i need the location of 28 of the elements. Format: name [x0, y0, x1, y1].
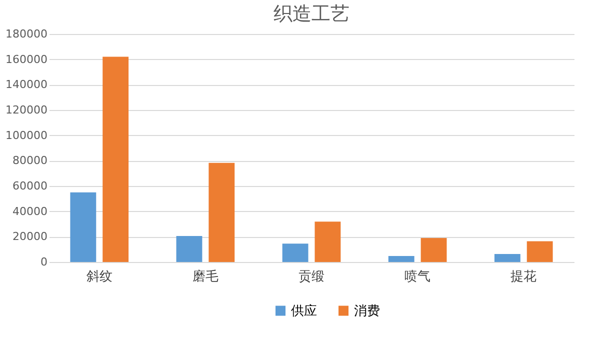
x-tick-label: 斜纹 [86, 270, 112, 284]
chart-title: 织造工艺 [274, 3, 350, 25]
y-tick-label: 20000 [12, 230, 48, 244]
bar [388, 256, 414, 262]
bar [208, 162, 235, 262]
y-tick-label: 40000 [12, 204, 48, 218]
legend-label: 供应 [291, 302, 317, 319]
bar [420, 238, 447, 262]
bar [282, 244, 308, 262]
bar [526, 241, 553, 262]
y-tick-label: 140000 [6, 78, 48, 92]
x-tick-label: 贡缎 [298, 270, 324, 284]
bar [494, 254, 520, 262]
legend-label: 消费 [354, 304, 380, 319]
bar [314, 222, 341, 262]
y-tick-label: 100000 [6, 128, 48, 142]
y-tick-label: 60000 [12, 180, 48, 192]
x-tick-label: 磨毛 [192, 270, 218, 284]
y-tick-label: 160000 [6, 52, 48, 66]
bar [70, 192, 96, 262]
bar [176, 236, 202, 262]
x-tick-label: 提花 [510, 270, 537, 284]
y-tick-label: 120000 [6, 104, 48, 116]
x-tick-label: 喷气 [404, 270, 431, 284]
y-tick-label: 0 [40, 256, 48, 268]
bar [102, 56, 129, 262]
y-tick-label: 80000 [12, 154, 48, 168]
y-tick-label: 180000 [6, 28, 48, 40]
